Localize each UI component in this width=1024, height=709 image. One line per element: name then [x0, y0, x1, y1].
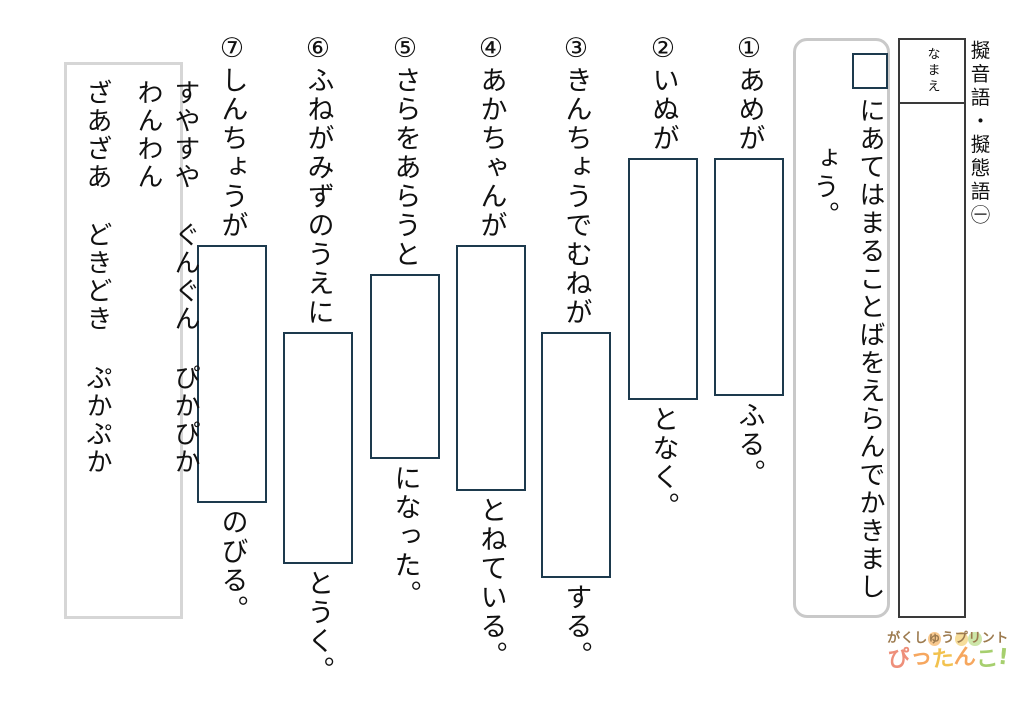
answer-box-7[interactable] — [197, 245, 267, 503]
question-4-lead: ④あかちゃんが — [475, 33, 507, 240]
question-3-lead: ③きんちょうでむねが — [560, 33, 592, 327]
word-bank-word: ぷかぷか — [82, 363, 112, 476]
answer-box-5[interactable] — [370, 274, 440, 459]
question-7-lead: ⑦しんちょうが — [216, 33, 248, 240]
word-bank-word: ぐんぐん — [170, 221, 200, 334]
worksheet-title: 擬音語・擬態語㊀ — [967, 40, 990, 228]
instruction-line-1: にあてはまることばをえらんでかきまし — [851, 53, 889, 603]
question-item-4: ④あかちゃんが とねている。 — [454, 33, 528, 670]
answer-box-2[interactable] — [628, 158, 698, 400]
publisher-logo-line-2: ぴったんこ! — [886, 644, 1010, 674]
question-5-lead: ⑤さらをあらうと — [389, 33, 421, 269]
question-1-lead: ①あめが — [733, 33, 765, 153]
word-bank: すやすや ぐんぐん ぴかぴか わんわん ざあざあ どきどき ぷかぷか — [64, 62, 200, 619]
word-bank-column-2: ざあざあ どきどき ぷかぷか — [79, 79, 116, 602]
name-input-area[interactable] — [900, 104, 964, 615]
question-3-tail: する。 — [560, 583, 592, 670]
question-6-tail: とうく。 — [302, 569, 334, 685]
question-item-2: ②いぬが となく。 — [626, 33, 700, 521]
question-4-tail: とねている。 — [475, 496, 507, 670]
question-5-tail: になった。 — [389, 464, 421, 609]
word-bank-column-1: すやすや ぐんぐん ぴかぴか わんわん — [130, 79, 204, 602]
question-7-tail: のびる。 — [216, 508, 248, 624]
instruction-line-1-text: にあてはまることばをえらんでかきまし — [855, 97, 885, 601]
instruction-box: にあてはまることばをえらんでかきまし ょう。 — [793, 38, 890, 618]
instruction-text: にあてはまることばをえらんでかきまし ょう。 — [796, 41, 898, 615]
word-bank-word: ざあざあ — [82, 79, 112, 191]
question-item-7: ⑦しんちょうが のびる。 — [195, 33, 269, 624]
question-item-5: ⑤さらをあらうと になった。 — [368, 33, 442, 609]
word-bank-word: どきどき — [82, 221, 112, 334]
publisher-logo-line-1: がくしゅうプリント — [887, 631, 1009, 647]
word-bank-words: すやすや ぐんぐん ぴかぴか わんわん ざあざあ どきどき ぷかぷか — [67, 65, 216, 616]
answer-box-3[interactable] — [541, 332, 611, 578]
question-item-1: ①あめが ふる。 — [712, 33, 786, 488]
word-bank-word: ぴかぴか — [170, 363, 200, 476]
question-item-6: ⑥ふねがみずのうえに とうく。 — [281, 33, 355, 685]
example-answer-box — [852, 53, 888, 89]
name-label-cell: なまえ — [900, 40, 964, 104]
word-bank-word: すやすや — [170, 79, 200, 191]
word-bank-word: わんわん — [133, 79, 163, 191]
question-2-tail: となく。 — [647, 405, 679, 521]
question-1-tail: ふる。 — [733, 401, 765, 488]
answer-box-6[interactable] — [283, 332, 353, 564]
question-2-lead: ②いぬが — [647, 33, 679, 153]
answer-box-1[interactable] — [714, 158, 784, 396]
instruction-line-2: ょう。 — [809, 145, 839, 229]
question-6-lead: ⑥ふねがみずのうえに — [302, 33, 334, 327]
name-label: なまえ — [924, 47, 940, 95]
name-box: なまえ — [898, 38, 966, 618]
question-item-3: ③きんちょうでむねが する。 — [539, 33, 613, 670]
publisher-logo: がくしゅうプリント ぴったんこ! — [882, 631, 1014, 674]
answer-box-4[interactable] — [456, 245, 526, 491]
